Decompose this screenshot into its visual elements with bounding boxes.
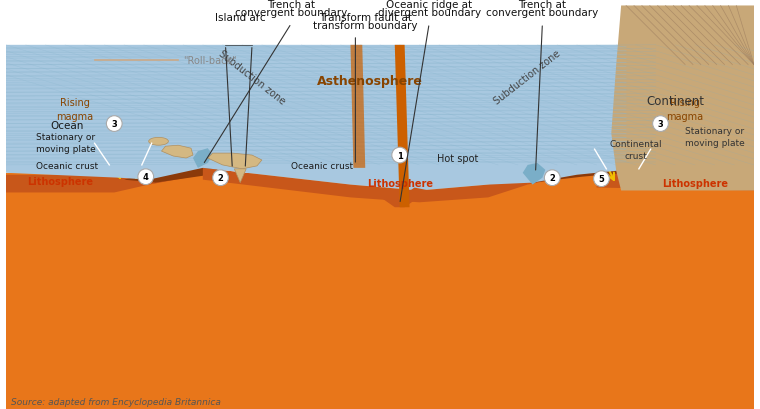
Text: Lithosphere: Lithosphere xyxy=(366,178,432,188)
Text: 3: 3 xyxy=(112,120,117,129)
Text: Asthenosphere: Asthenosphere xyxy=(317,75,423,88)
Polygon shape xyxy=(6,173,233,193)
Text: Oceanic ridge at: Oceanic ridge at xyxy=(386,0,472,10)
Text: Rising
magma: Rising magma xyxy=(667,98,704,121)
Polygon shape xyxy=(523,164,546,185)
Polygon shape xyxy=(119,46,350,185)
Polygon shape xyxy=(193,149,213,169)
Ellipse shape xyxy=(149,138,169,146)
Text: Trench at: Trench at xyxy=(518,0,566,10)
Text: Lithosphere: Lithosphere xyxy=(662,178,728,188)
Circle shape xyxy=(653,117,668,132)
Text: "Roll-back": "Roll-back" xyxy=(183,56,237,65)
Text: 5: 5 xyxy=(599,175,604,184)
Text: Subduction zone: Subduction zone xyxy=(217,49,287,107)
Text: Island arc: Island arc xyxy=(215,13,265,23)
Polygon shape xyxy=(350,46,366,169)
Text: transform boundary: transform boundary xyxy=(313,21,417,31)
Text: Continent: Continent xyxy=(646,94,705,108)
Polygon shape xyxy=(611,7,754,191)
Text: divergent boundary: divergent boundary xyxy=(378,8,481,18)
Polygon shape xyxy=(370,188,429,208)
Text: Lithosphere: Lithosphere xyxy=(27,176,93,186)
Circle shape xyxy=(392,148,407,164)
Text: 1: 1 xyxy=(397,151,403,160)
Polygon shape xyxy=(234,169,246,183)
Polygon shape xyxy=(6,46,656,191)
Text: convergent boundary: convergent boundary xyxy=(486,8,599,18)
Polygon shape xyxy=(6,173,754,409)
Polygon shape xyxy=(424,54,641,183)
Polygon shape xyxy=(124,52,350,183)
Polygon shape xyxy=(161,146,193,159)
Polygon shape xyxy=(414,51,636,185)
Text: 4: 4 xyxy=(143,173,149,182)
Circle shape xyxy=(138,169,154,185)
Polygon shape xyxy=(394,46,410,208)
Text: Ocean: Ocean xyxy=(50,121,84,131)
Text: Oceanic crust: Oceanic crust xyxy=(36,162,97,171)
Text: 3: 3 xyxy=(657,120,663,129)
Text: Continental
crust: Continental crust xyxy=(610,140,662,161)
Text: Source: adapted from Encyclopedia Britannica: Source: adapted from Encyclopedia Britan… xyxy=(11,397,221,406)
Text: convergent boundary: convergent boundary xyxy=(236,8,347,18)
Text: Trench at: Trench at xyxy=(268,0,315,10)
Polygon shape xyxy=(207,154,262,169)
Text: Rising
magma: Rising magma xyxy=(56,98,93,121)
Circle shape xyxy=(213,171,229,186)
Text: Stationary or
moving plate: Stationary or moving plate xyxy=(685,127,745,148)
Circle shape xyxy=(106,117,122,132)
Text: 2: 2 xyxy=(217,174,223,183)
Text: Subduction zone: Subduction zone xyxy=(492,49,562,107)
Text: Transform fault at: Transform fault at xyxy=(318,13,412,23)
Polygon shape xyxy=(203,169,527,203)
Circle shape xyxy=(544,171,560,186)
Text: Oceanic crust: Oceanic crust xyxy=(291,162,353,171)
Text: Hot spot: Hot spot xyxy=(437,154,479,164)
Text: Stationary or
moving plate: Stationary or moving plate xyxy=(36,133,95,154)
Text: 2: 2 xyxy=(549,174,556,183)
Circle shape xyxy=(594,171,610,187)
Polygon shape xyxy=(597,171,754,191)
